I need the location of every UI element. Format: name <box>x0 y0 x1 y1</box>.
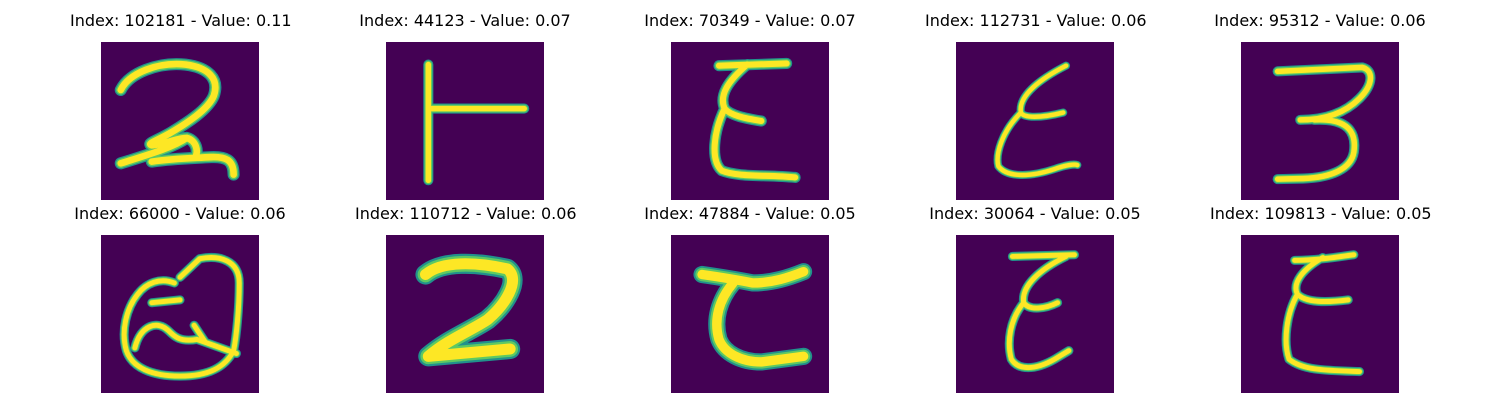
glyph-stroke <box>711 60 799 181</box>
image-panel: Index: 109813 - Value: 0.05 <box>1210 201 1432 393</box>
glyph-stroke <box>1006 252 1077 371</box>
panel-title: Index: 112731 - Value: 0.06 <box>925 11 1147 30</box>
handwritten-glyph-image <box>671 42 829 200</box>
glyph-stroke <box>1283 252 1362 375</box>
panel-title: Index: 70349 - Value: 0.07 <box>644 11 856 30</box>
image-panel: Index: 30064 - Value: 0.05 <box>925 201 1145 393</box>
image-panel: Index: 44123 - Value: 0.07 <box>355 8 575 200</box>
panel-title: Index: 110712 - Value: 0.06 <box>355 204 577 223</box>
panel-title: Index: 109813 - Value: 0.05 <box>1210 204 1432 223</box>
image-panel: Index: 112731 - Value: 0.06 <box>925 8 1147 200</box>
handwritten-glyph-image <box>671 235 829 393</box>
panel-title: Index: 102181 - Value: 0.11 <box>70 11 292 30</box>
glyph-stroke <box>425 61 528 184</box>
glyph-stroke <box>419 258 518 362</box>
handwritten-glyph-image <box>386 235 544 393</box>
handwritten-glyph-image <box>956 42 1114 200</box>
image-background <box>386 42 544 200</box>
image-panel: Index: 110712 - Value: 0.06 <box>355 201 577 393</box>
glyph-stroke <box>117 60 237 178</box>
panel-title: Index: 30064 - Value: 0.05 <box>929 204 1141 223</box>
panel-title: Index: 47884 - Value: 0.05 <box>644 204 856 223</box>
handwritten-glyph-image <box>1241 235 1399 393</box>
image-panel: Index: 70349 - Value: 0.07 <box>640 8 860 200</box>
panel-title: Index: 44123 - Value: 0.07 <box>359 11 571 30</box>
panel-title: Index: 95312 - Value: 0.06 <box>1214 11 1426 30</box>
glyph-stroke <box>121 255 242 379</box>
glyph-stroke <box>697 266 809 367</box>
panel-title: Index: 66000 - Value: 0.06 <box>74 204 286 223</box>
image-panel: Index: 47884 - Value: 0.05 <box>640 201 860 393</box>
handwritten-glyph-image <box>101 235 259 393</box>
image-panel: Index: 102181 - Value: 0.11 <box>70 8 292 200</box>
glyph-stroke <box>1274 64 1374 182</box>
handwritten-glyph-image <box>1241 42 1399 200</box>
glyph-stroke <box>995 63 1080 178</box>
handwritten-glyph-image <box>956 235 1114 393</box>
handwritten-glyph-image <box>386 42 544 200</box>
handwritten-glyph-image <box>101 42 259 200</box>
image-panel: Index: 66000 - Value: 0.06 <box>70 201 290 393</box>
image-panel: Index: 95312 - Value: 0.06 <box>1210 8 1430 200</box>
